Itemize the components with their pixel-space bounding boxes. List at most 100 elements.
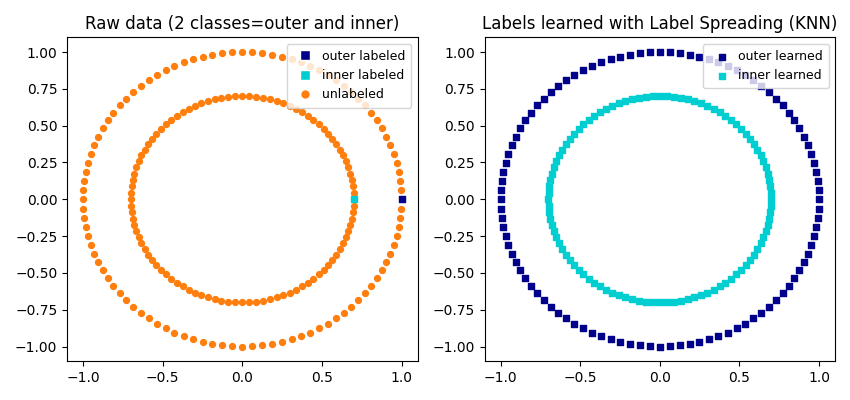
inner learned: [762, 216, 776, 222]
Point: [337, 83, 350, 89]
Point: [307, 117, 320, 123]
inner learned: [653, 299, 666, 306]
Point: [182, 106, 196, 112]
outer learned: [812, 205, 825, 212]
outer learned: [683, 52, 696, 58]
outer learned: [663, 343, 677, 350]
inner learned: [576, 271, 590, 278]
Point: [170, 280, 184, 286]
outer learned: [633, 342, 647, 348]
outer learned: [702, 56, 716, 62]
Point: [195, 100, 208, 107]
Point: [320, 320, 334, 327]
Point: [265, 341, 279, 347]
inner learned: [619, 294, 632, 300]
Point: [344, 89, 358, 95]
Point: [380, 134, 394, 140]
inner learned: [563, 257, 576, 263]
Point: [256, 50, 269, 56]
outer learned: [702, 336, 716, 342]
Point: [82, 233, 95, 239]
Point: [124, 202, 138, 209]
inner learned: [751, 146, 764, 153]
outer learned: [576, 67, 590, 74]
inner learned: [572, 126, 586, 132]
inner learned: [763, 209, 777, 216]
Point: [289, 106, 303, 112]
Point: [326, 136, 339, 142]
outer learned: [518, 117, 532, 124]
Point: [134, 240, 148, 246]
Point: [346, 183, 360, 190]
outer learned: [623, 52, 637, 58]
outer learned: [495, 178, 508, 184]
inner learned: [555, 246, 569, 252]
Point: [303, 329, 317, 336]
inner learned: [763, 183, 777, 190]
Point: [320, 72, 334, 78]
Point: [283, 289, 297, 296]
inner learned: [694, 292, 708, 298]
Point: [76, 196, 90, 202]
Point: [370, 275, 383, 282]
Point: [207, 96, 221, 103]
Point: [129, 164, 143, 171]
Point: [84, 151, 98, 157]
inner learned: [681, 296, 694, 302]
Point: [307, 276, 320, 282]
outer learned: [804, 151, 818, 157]
Point: [394, 214, 407, 221]
inner learned: [667, 298, 681, 305]
outer learned: [730, 325, 744, 332]
Point: [365, 283, 378, 289]
Point: [167, 63, 181, 69]
Point: [134, 152, 148, 159]
Point: [242, 93, 256, 100]
outer learned: [673, 342, 687, 348]
Point: [387, 151, 400, 157]
Point: [235, 343, 249, 350]
inner learned: [542, 209, 556, 216]
outer learned: [643, 49, 656, 56]
Point: [312, 271, 326, 278]
outer learned: [623, 341, 637, 347]
Point: [159, 271, 173, 278]
Point: [342, 228, 355, 234]
inner learned: [754, 240, 768, 246]
Point: [370, 117, 383, 124]
inner learned: [700, 289, 714, 296]
inner learned: [567, 130, 581, 137]
Point: [159, 67, 173, 74]
Point: [276, 100, 290, 107]
Point: [285, 336, 298, 342]
outer learned: [594, 59, 608, 66]
outer learned: [769, 297, 783, 303]
Point: [246, 343, 259, 350]
outer learned: [809, 224, 823, 230]
Point: [326, 257, 339, 263]
outer learned: [585, 63, 598, 69]
Point: [106, 110, 120, 116]
Point: [186, 336, 200, 342]
inner learned: [558, 141, 572, 147]
inner learned: [759, 228, 773, 234]
inner learned: [572, 267, 586, 273]
outer learned: [509, 259, 523, 265]
Point: [270, 294, 284, 300]
inner learned: [754, 152, 768, 159]
inner learned: [756, 158, 770, 164]
outer learned: [513, 267, 527, 274]
Point: [77, 214, 91, 221]
inner learned: [660, 299, 673, 305]
Point: [126, 216, 139, 222]
Point: [347, 202, 360, 209]
outer learned: [604, 56, 617, 62]
Point: [345, 177, 359, 183]
Point: [249, 298, 263, 305]
Point: [128, 170, 141, 177]
outer learned: [776, 102, 790, 109]
Point: [141, 251, 155, 258]
inner learned: [543, 177, 557, 183]
Point: [235, 49, 249, 55]
Point: [84, 242, 98, 248]
